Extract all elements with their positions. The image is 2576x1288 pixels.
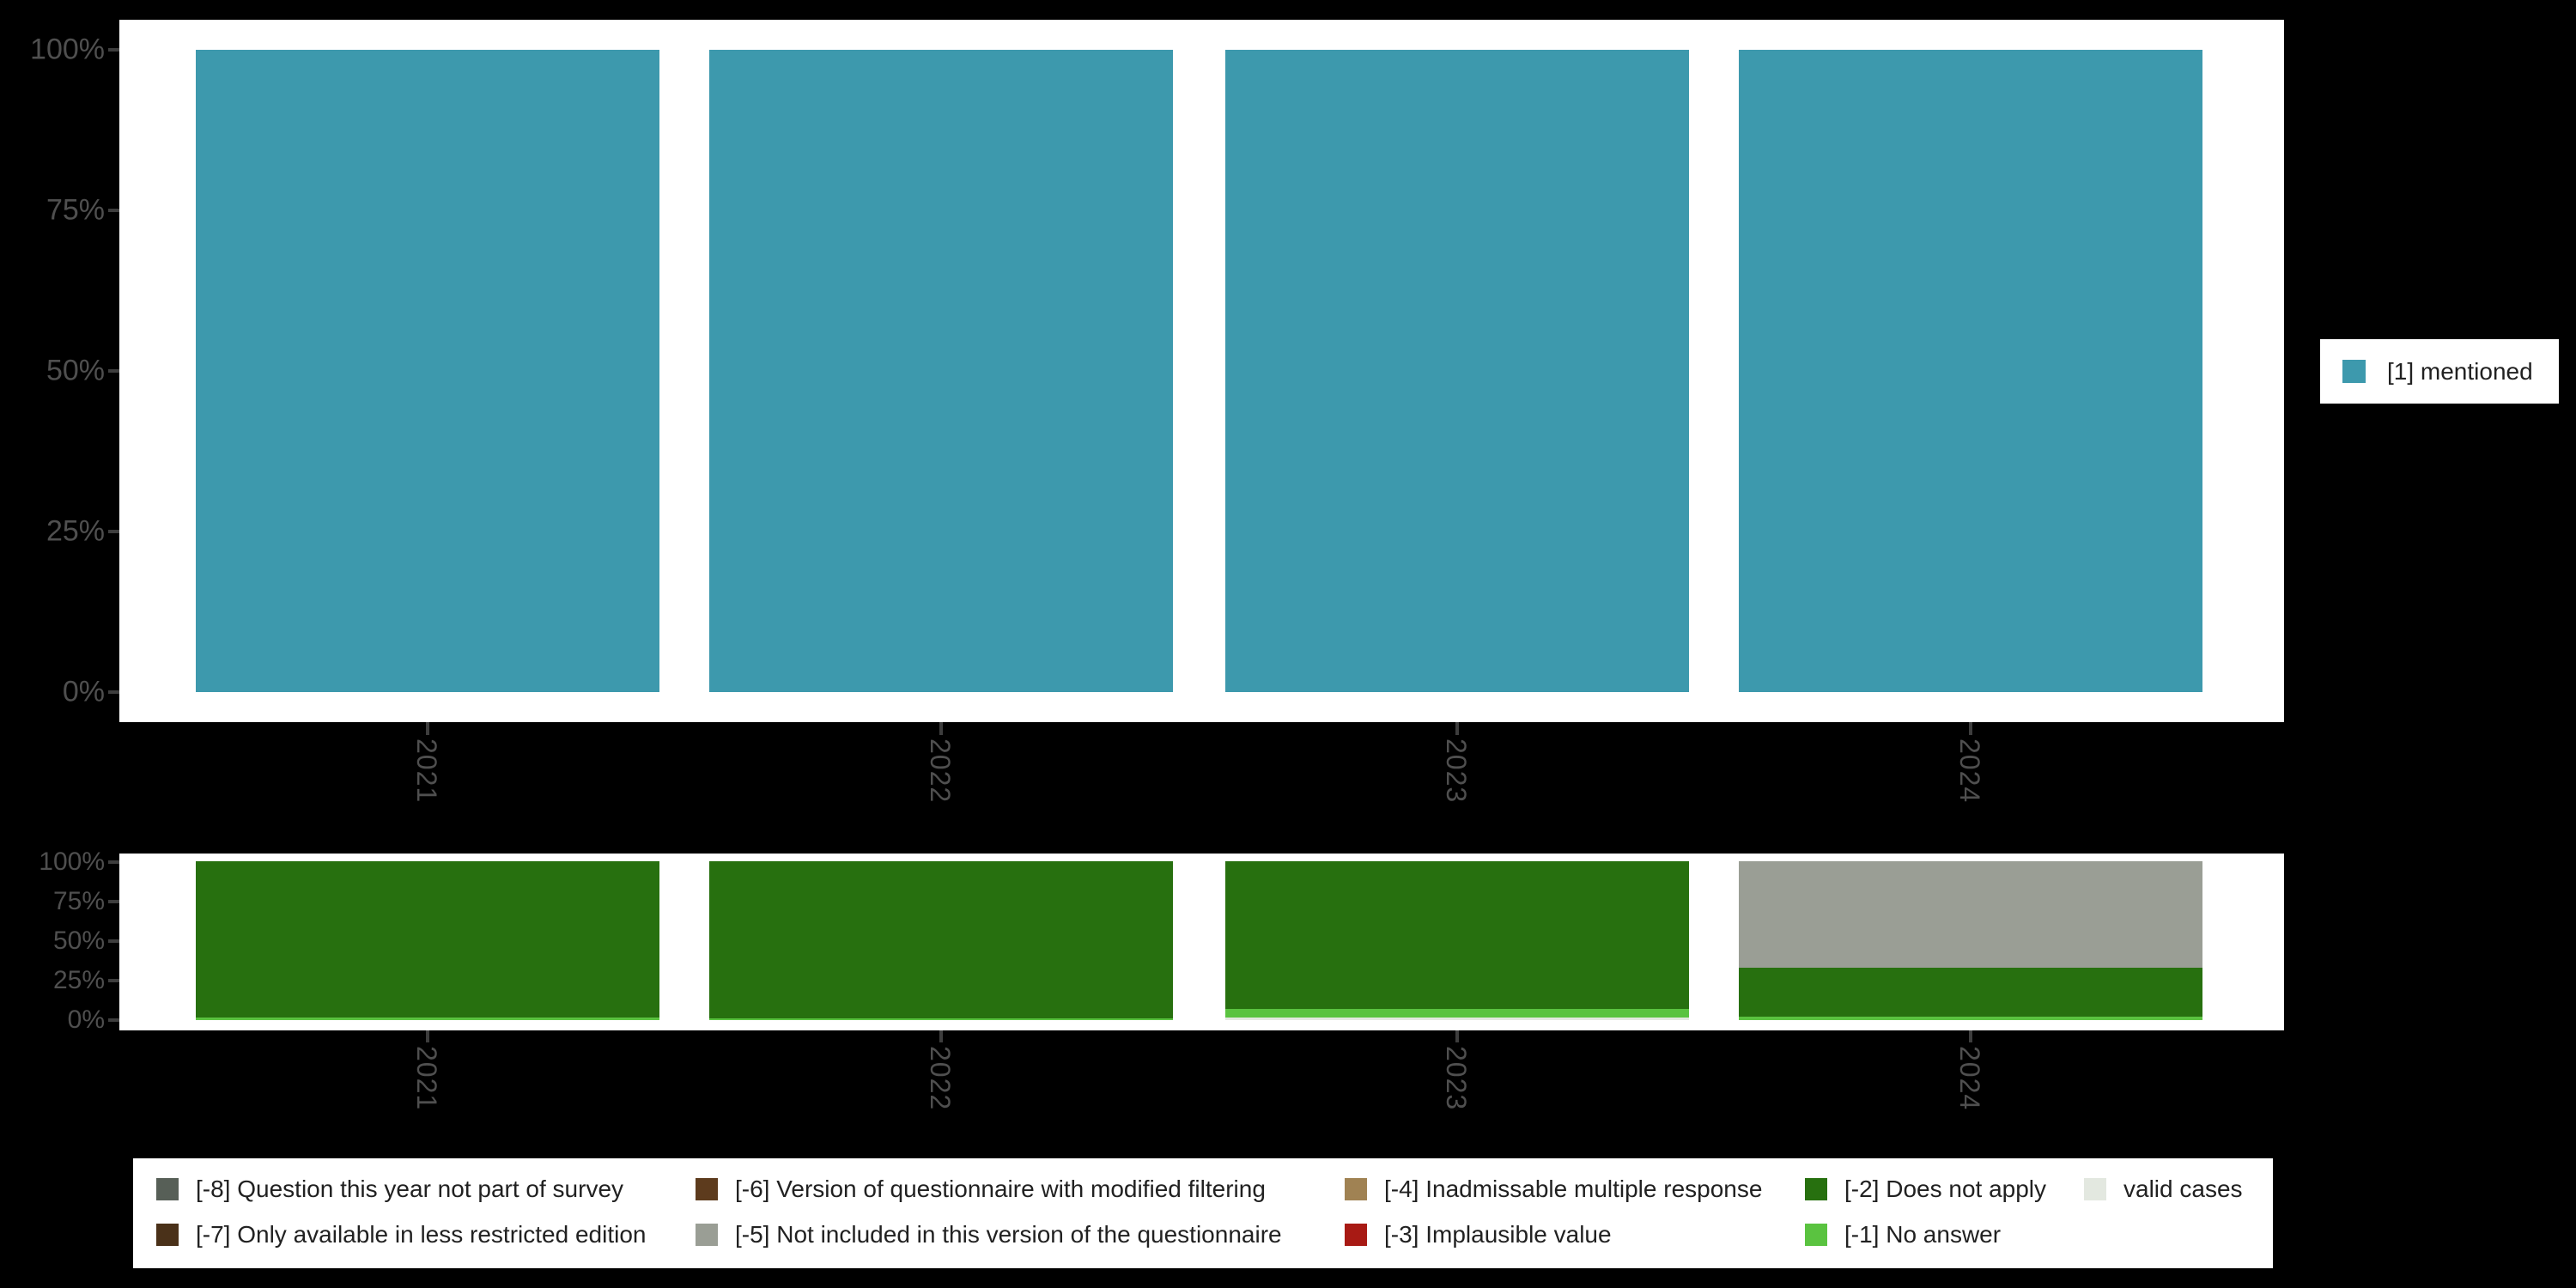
bar-missing-values-2023 xyxy=(1225,861,1689,1020)
x-tick-mark xyxy=(939,722,943,735)
segment--1-mentioned-2021 xyxy=(196,50,659,692)
legend-item: [-6] Version of questionnaire with modif… xyxy=(696,1175,1266,1203)
y-tick-mark xyxy=(108,860,119,864)
x-tick-mark xyxy=(1455,1030,1459,1042)
segment---1-no-answer-2021 xyxy=(196,1018,659,1020)
bar-valid-responses-2021 xyxy=(196,50,659,692)
segment---1-no-answer-2024 xyxy=(1739,1017,2202,1020)
legend-item: [-3] Implausible value xyxy=(1345,1220,1612,1249)
legend-item: [-7] Only available in less restricted e… xyxy=(156,1220,646,1249)
x-tick-label-2023: 2023 xyxy=(1441,738,1472,804)
x-tick-mark xyxy=(1455,722,1459,735)
bar-missing-values-2022 xyxy=(709,861,1173,1020)
y-tick-mark xyxy=(108,209,119,212)
legend-label: [-4] Inadmissable multiple response xyxy=(1384,1175,1763,1202)
x-tick-label-2024: 2024 xyxy=(1954,738,1985,804)
legend-label: [-8] Question this year not part of surv… xyxy=(196,1175,624,1202)
x-tick-label-2023: 2023 xyxy=(1441,1046,1472,1111)
legend-swatch-m7-icon xyxy=(156,1223,179,1246)
legend-right: [1] mentioned xyxy=(2320,339,2559,404)
legend-label: [-5] Not included in this version of the… xyxy=(735,1220,1282,1248)
x-tick-label-2021: 2021 xyxy=(411,1046,442,1111)
x-tick-label-2021: 2021 xyxy=(411,738,442,804)
legend-swatch-m3-icon xyxy=(1345,1223,1367,1246)
legend-item: [-5] Not included in this version of the… xyxy=(696,1220,1282,1249)
legend-swatch-m2-icon xyxy=(1805,1177,1827,1200)
legend-label: [-1] No answer xyxy=(1844,1220,2002,1248)
y-tick-label: 75% xyxy=(52,887,105,915)
legend-missing-values: [-8] Question this year not part of surv… xyxy=(133,1158,2273,1268)
y-tick-label: 100% xyxy=(30,33,105,66)
legend-label-mentioned: [1] mentioned xyxy=(2387,357,2533,385)
legend-swatch-m6-icon xyxy=(696,1177,718,1200)
legend-item: valid cases xyxy=(2084,1175,2243,1203)
segment--1-mentioned-2022 xyxy=(709,50,1173,692)
segment---1-no-answer-2023 xyxy=(1225,1009,1689,1018)
legend-label: [-3] Implausible value xyxy=(1384,1220,1612,1248)
bar-valid-responses-2022 xyxy=(709,50,1173,692)
legend-item: [-2] Does not apply xyxy=(1805,1175,2046,1203)
y-tick-label: 0% xyxy=(62,675,105,708)
bar-valid-responses-2023 xyxy=(1225,50,1689,692)
y-tick-label: 100% xyxy=(39,848,105,876)
y-tick-label: 50% xyxy=(46,354,105,387)
y-tick-mark xyxy=(108,369,119,373)
y-tick-mark xyxy=(108,530,119,533)
legend-swatch-valid-icon xyxy=(2084,1177,2106,1200)
segment--1-mentioned-2024 xyxy=(1739,50,2202,692)
bar-missing-values-2024 xyxy=(1739,861,2202,1020)
legend-label: [-6] Version of questionnaire with modif… xyxy=(735,1175,1266,1202)
segment-valid-cases-2023 xyxy=(1225,1018,1689,1020)
x-tick-mark xyxy=(426,1030,429,1042)
legend-label: [-7] Only available in less restricted e… xyxy=(196,1220,647,1248)
legend-label: valid cases xyxy=(2123,1175,2243,1202)
legend-item: [-8] Question this year not part of surv… xyxy=(156,1175,623,1203)
valid-responses-panel xyxy=(119,20,2284,722)
x-tick-mark xyxy=(939,1030,943,1042)
legend-swatch-m4-icon xyxy=(1345,1177,1367,1200)
x-tick-label-2022: 2022 xyxy=(925,1046,956,1111)
legend-swatch-m8-icon xyxy=(156,1177,179,1200)
segment---2-does-not-apply-2023 xyxy=(1225,861,1689,1010)
legend-label: [-2] Does not apply xyxy=(1844,1175,2047,1202)
segment---2-does-not-apply-2022 xyxy=(709,861,1173,1019)
segment---5-not-included-in-this-version-of-the-questionnaire-2024 xyxy=(1739,861,2202,968)
y-tick-label: 50% xyxy=(52,927,105,955)
x-tick-mark xyxy=(1969,1030,1972,1042)
y-tick-label: 75% xyxy=(46,193,105,227)
y-tick-mark xyxy=(108,979,119,982)
x-tick-mark xyxy=(426,722,429,735)
y-tick-mark xyxy=(108,900,119,903)
legend-item: [-4] Inadmissable multiple response xyxy=(1345,1175,1762,1203)
missing-values-panel xyxy=(119,854,2284,1030)
y-tick-label: 0% xyxy=(67,1005,105,1034)
segment---2-does-not-apply-2024 xyxy=(1739,967,2202,1018)
x-tick-mark xyxy=(1969,722,1972,735)
bar-missing-values-2021 xyxy=(196,861,659,1020)
y-tick-mark xyxy=(108,690,119,694)
y-tick-mark xyxy=(108,48,119,52)
legend-swatch-m5-icon xyxy=(696,1223,718,1246)
bar-valid-responses-2024 xyxy=(1739,50,2202,692)
legend-swatch-mentioned-icon xyxy=(2342,360,2366,383)
y-tick-mark xyxy=(108,1018,119,1022)
y-tick-label: 25% xyxy=(46,514,105,548)
x-tick-label-2024: 2024 xyxy=(1954,1046,1985,1111)
segment---2-does-not-apply-2021 xyxy=(196,861,659,1018)
segment--1-mentioned-2023 xyxy=(1225,50,1689,692)
x-tick-label-2022: 2022 xyxy=(925,738,956,804)
y-tick-mark xyxy=(108,939,119,943)
legend-item: [-1] No answer xyxy=(1805,1220,2001,1249)
y-tick-label: 25% xyxy=(52,966,105,994)
legend-swatch-m1-icon xyxy=(1805,1223,1827,1246)
segment---1-no-answer-2022 xyxy=(709,1018,1173,1020)
